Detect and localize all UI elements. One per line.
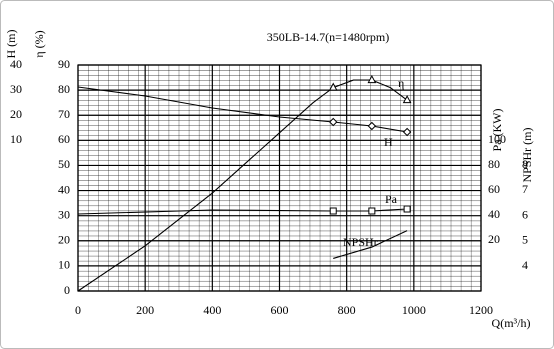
eta-tick-label: 70 (58, 107, 70, 121)
eta-tick-label: 50 (58, 157, 70, 171)
series-label: η (398, 76, 404, 90)
marker (367, 121, 377, 131)
x-tick-label: 800 (338, 303, 356, 317)
x-tick-label: 1200 (469, 303, 493, 317)
x-tick-label: 1000 (402, 303, 426, 317)
x-tick-label: 200 (136, 303, 154, 317)
eta-tick-label: 80 (58, 82, 70, 96)
marker (402, 95, 412, 104)
series-label: H (384, 135, 393, 149)
marker (328, 82, 338, 91)
eta-tick-label: 30 (58, 207, 70, 221)
npsh-axis-label: NPSHr (m) (520, 127, 534, 182)
marker (403, 205, 411, 213)
pa-tick-label: 60 (488, 182, 500, 196)
series-line (77, 79, 408, 292)
marker (329, 117, 338, 127)
marker (368, 207, 376, 215)
pa-axis-label: Pa (KW) (490, 109, 504, 152)
h-axis-label: H (m) (4, 30, 18, 59)
chart-title: 350LB-14.7(n=1480rpm) (267, 30, 389, 44)
npsh-tick-label: 8 (522, 157, 528, 171)
h-tick-label: 40 (10, 57, 22, 71)
pa-tick-label: 20 (488, 232, 500, 246)
series-label: Pa (385, 192, 398, 206)
eta-tick-label: 10 (58, 258, 70, 272)
npsh-tick-label: 6 (522, 207, 528, 221)
eta-tick-label: 40 (58, 182, 70, 196)
x-tick-label: 0 (75, 303, 81, 317)
marker (367, 75, 377, 84)
x-axis-label: Q(m³/h) (492, 316, 531, 330)
x-tick-label: 600 (271, 303, 289, 317)
series-label: NPSHr (343, 235, 378, 249)
pa-tick-label: 40 (488, 207, 500, 221)
marker (402, 127, 412, 137)
x-tick-label: 400 (203, 303, 221, 317)
series-line (333, 230, 408, 259)
npsh-tick-label: 7 (522, 182, 528, 196)
h-tick-label: 30 (10, 82, 22, 96)
eta-axis-label: η (%) (32, 30, 46, 57)
marker (329, 207, 337, 215)
pa-tick-label: 100 (488, 132, 506, 146)
h-tick-label: 10 (10, 132, 22, 146)
eta-tick-label: 0 (64, 283, 70, 297)
eta-tick-label: 90 (58, 57, 70, 71)
eta-tick-label: 60 (58, 132, 70, 146)
npsh-tick-label: 5 (522, 233, 528, 247)
h-tick-label: 20 (10, 107, 22, 121)
pa-tick-label: 80 (488, 157, 500, 171)
npsh-tick-label: 4 (522, 258, 528, 272)
eta-tick-label: 20 (58, 233, 70, 247)
